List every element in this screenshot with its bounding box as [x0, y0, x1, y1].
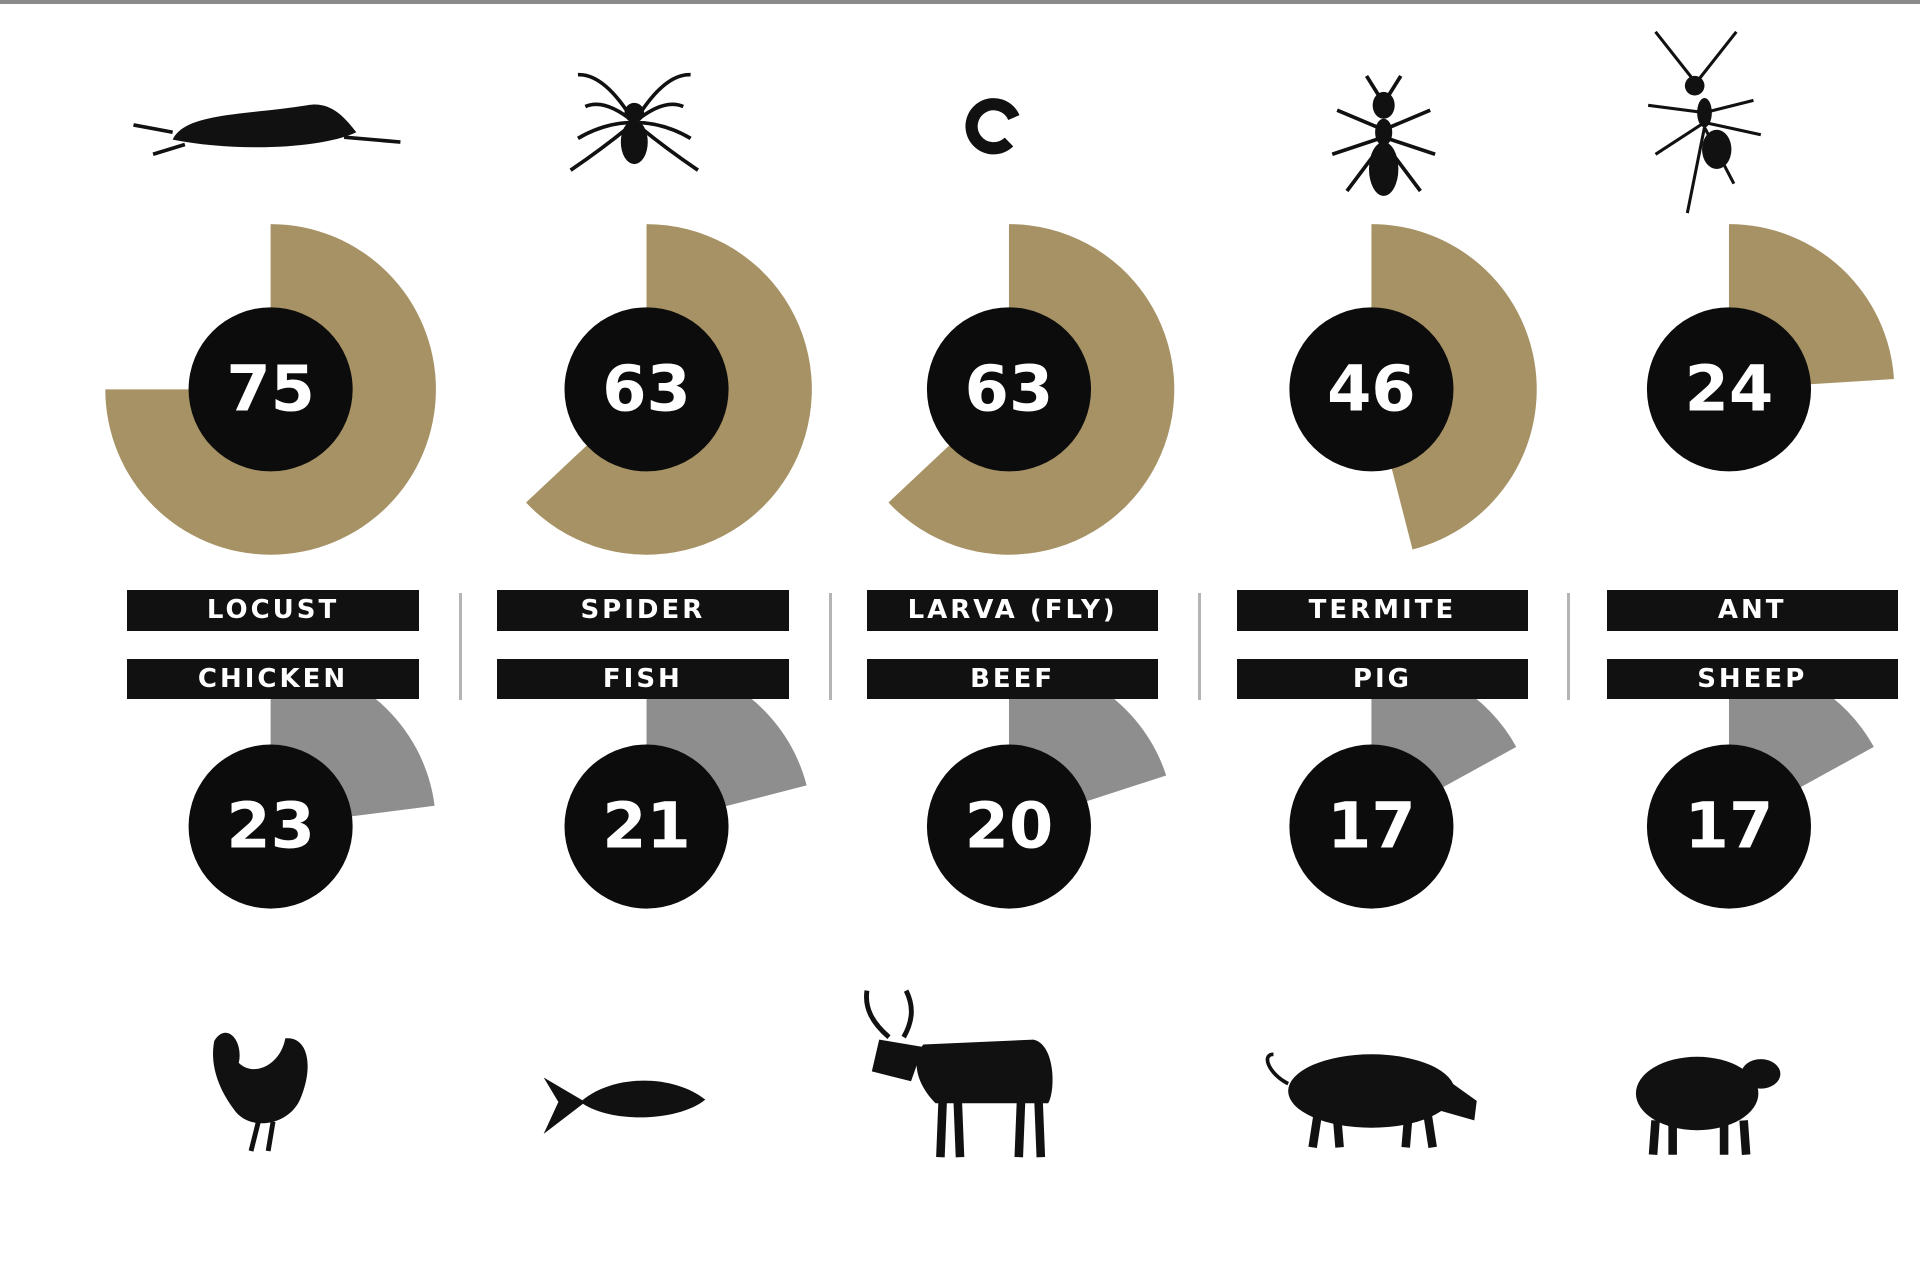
- fish-icon: [543, 1077, 706, 1134]
- meat-value: 17: [1685, 790, 1774, 864]
- meat-value-circle: [1289, 744, 1454, 909]
- column-separator: [459, 592, 463, 701]
- pig-icon: [1265, 1052, 1477, 1149]
- meat-value: 21: [602, 790, 691, 864]
- insect-label: TERMITE: [1236, 590, 1529, 631]
- sheep-icon: [1635, 1056, 1781, 1155]
- meat-label: BEEF: [866, 658, 1159, 700]
- meat-value-circle: [564, 744, 729, 909]
- insect-label: SPIDER: [497, 590, 789, 631]
- meat-value-circle: [188, 744, 353, 909]
- cow-icon: [864, 989, 1053, 1158]
- meat-label: FISH: [497, 658, 789, 700]
- termite-icon: [1331, 74, 1436, 196]
- meat-value: 17: [1327, 790, 1416, 864]
- insect-value-circle: [926, 307, 1092, 472]
- ant-icon: [1647, 30, 1762, 214]
- meat-label: SHEEP: [1606, 658, 1898, 700]
- larva-icon: [965, 98, 1020, 155]
- top-rule: [0, 0, 1920, 4]
- insect-label: LARVA (FLY): [866, 590, 1159, 631]
- insect-value-circle: [1289, 307, 1454, 472]
- meat-value-circle: [1646, 744, 1812, 909]
- insect-label: ANT: [1606, 590, 1898, 631]
- meat-value: 20: [965, 790, 1054, 864]
- insect-value: 24: [1685, 352, 1774, 426]
- insect-value: 75: [226, 352, 315, 426]
- insect-label: LOCUST: [127, 590, 419, 631]
- insect-value: 46: [1327, 352, 1416, 426]
- insect-wedge: [1371, 224, 1537, 550]
- chicken-icon: [213, 1032, 308, 1152]
- meat-label: CHICKEN: [127, 658, 419, 700]
- meat-value-circle: [926, 744, 1092, 909]
- locust-icon: [133, 104, 401, 157]
- insect-value-circle: [1646, 307, 1812, 472]
- meat-label: PIG: [1236, 658, 1529, 700]
- insect-value-circle: [564, 307, 729, 472]
- insect-value-circle: [188, 307, 353, 472]
- column-separator: [1567, 592, 1571, 701]
- meat-value: 23: [226, 790, 315, 864]
- insect-value: 63: [965, 352, 1054, 426]
- column-separator: [828, 592, 832, 701]
- insect-value: 63: [602, 352, 691, 426]
- spider-icon: [569, 72, 699, 172]
- column-separator: [1197, 592, 1201, 701]
